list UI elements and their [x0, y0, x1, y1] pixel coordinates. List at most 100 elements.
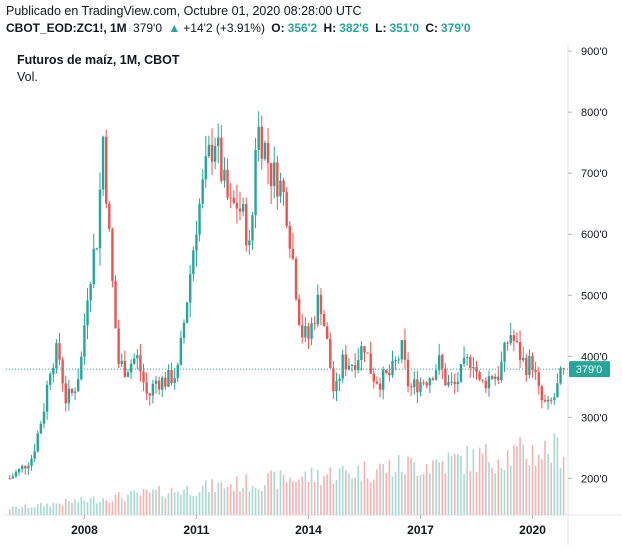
candle-body	[431, 378, 435, 380]
candle-body	[447, 381, 450, 386]
volume-bar	[80, 496, 83, 515]
candle-body	[251, 215, 254, 241]
volume-bar	[77, 502, 79, 515]
candle-body	[549, 399, 553, 401]
volume-bar	[463, 473, 465, 515]
candle-body	[98, 189, 102, 249]
candle-body	[307, 326, 310, 339]
volume-bar	[173, 492, 176, 515]
volume-bar	[478, 447, 481, 515]
open-label: O:	[271, 21, 285, 35]
symbol-label: CBOT_EOD:ZC1!, 1M	[6, 21, 127, 35]
x-tick-label: 2017	[407, 523, 434, 537]
candle-body	[229, 197, 232, 199]
candle-body	[357, 360, 360, 371]
candle-body	[254, 149, 257, 216]
candle-body	[413, 379, 416, 388]
candle-body	[14, 472, 18, 477]
volume-bar	[40, 502, 42, 515]
volume-bar	[33, 507, 36, 515]
volume-bar	[488, 462, 490, 515]
volume-bar	[338, 468, 341, 515]
volume-bar	[513, 445, 515, 515]
volume-bar	[96, 503, 98, 515]
volume-bar	[229, 484, 232, 515]
volume-bar	[494, 473, 496, 515]
volume-bar	[485, 444, 487, 515]
candle-body	[170, 370, 173, 384]
candle-body	[428, 378, 432, 386]
candle-body	[394, 360, 397, 362]
volume-bar	[136, 492, 139, 515]
candle-body	[297, 298, 301, 326]
candle-body	[537, 372, 540, 387]
volume-bar	[388, 460, 391, 515]
volume-bar	[453, 453, 456, 515]
volume-bar	[189, 495, 192, 515]
volume-bar	[332, 483, 335, 515]
candle-body	[117, 328, 120, 364]
candle-body	[217, 137, 220, 146]
candle-body	[220, 137, 223, 181]
candle-body	[204, 156, 207, 180]
volume-bar	[108, 502, 111, 515]
volume-legend-label: Vol.	[17, 70, 38, 84]
volume-bar	[267, 473, 269, 515]
volume-bar	[401, 471, 403, 515]
volume-bar	[407, 456, 409, 515]
candle-body	[409, 386, 413, 388]
y-tick-label: 400'0	[581, 351, 608, 363]
volume-bar	[450, 456, 453, 515]
volume-bar	[152, 489, 154, 515]
candle-body	[70, 388, 74, 393]
candle-body	[462, 357, 466, 364]
candle-body	[406, 359, 410, 387]
volume-bar	[264, 484, 266, 515]
candle-body	[310, 323, 313, 339]
candle-body	[235, 202, 239, 209]
candle-body	[126, 372, 130, 377]
low-value: 351'0	[389, 21, 420, 35]
high-label: H:	[323, 21, 337, 35]
volume-bar	[320, 485, 322, 515]
candle-body	[238, 208, 242, 212]
volume-bar	[254, 487, 257, 515]
volume-bar	[220, 482, 223, 515]
volume-bar	[556, 437, 559, 515]
candle-body	[61, 359, 64, 384]
x-tick-label: 2011	[183, 523, 209, 537]
volume-bar	[257, 489, 260, 515]
candle-body	[518, 341, 522, 361]
volume-bar	[36, 503, 39, 515]
candle-body	[301, 325, 304, 338]
candle-body	[8, 478, 11, 480]
volume-bar	[503, 470, 506, 515]
volume-bar	[531, 444, 534, 515]
volume-bar	[285, 482, 288, 515]
candle-body	[257, 126, 260, 150]
volume-bar	[260, 491, 263, 515]
volume-bar	[273, 471, 276, 515]
volume-bar	[544, 440, 546, 515]
candle-body	[185, 302, 189, 323]
candle-body	[347, 365, 351, 370]
volume-bar	[142, 489, 145, 515]
candle-body	[543, 400, 547, 402]
volume-bar	[232, 490, 235, 515]
volume-bar	[382, 463, 384, 515]
candle-body	[260, 126, 263, 159]
candle-body	[164, 377, 167, 387]
candle-body	[453, 381, 456, 385]
candle-body	[388, 372, 391, 376]
candle-body	[521, 357, 525, 361]
volume-bar	[289, 477, 291, 515]
volume-bar	[30, 507, 33, 515]
volume-bar	[86, 502, 89, 515]
candle-body	[33, 451, 36, 459]
volume-bar	[117, 492, 120, 515]
candle-body	[469, 357, 472, 369]
volume-bar	[329, 467, 332, 515]
volume-bar	[326, 474, 328, 515]
volume-bar	[429, 473, 431, 515]
